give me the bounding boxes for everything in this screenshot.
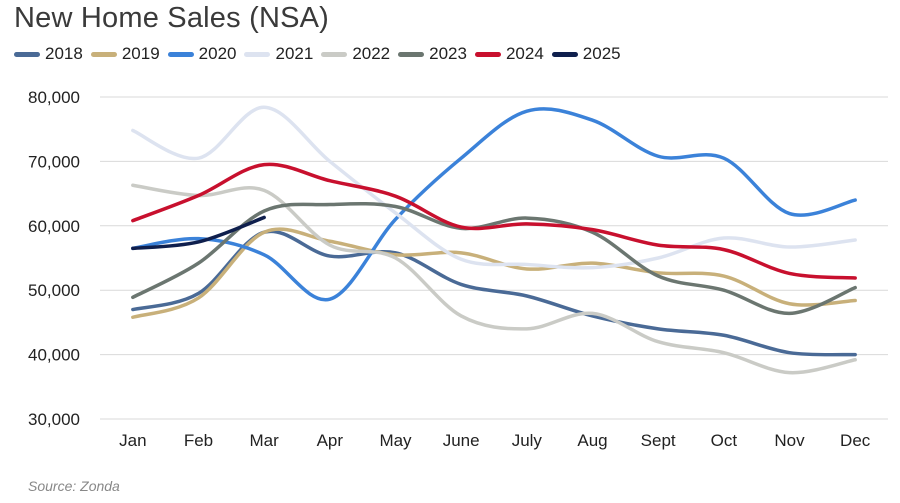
legend-item-2018: 2018 — [14, 44, 83, 64]
legend-item-2025: 2025 — [551, 44, 621, 64]
y-tick-label: 50,000 — [28, 281, 80, 300]
x-tick-label: Dec — [840, 431, 871, 450]
x-tick-label: Apr — [317, 431, 344, 450]
x-tick-label: Nov — [774, 431, 805, 450]
legend-swatch — [167, 51, 194, 57]
legend-label: 2022 — [352, 44, 391, 63]
series-line-2020 — [131, 107, 857, 302]
legend-swatch — [474, 51, 501, 57]
legend-label: 2019 — [121, 44, 160, 63]
legend-label: 2024 — [505, 44, 544, 63]
chart-legend: 2018 2019 2020 2021 2022 2023 2024 2025 — [14, 44, 629, 64]
y-tick-label: 60,000 — [28, 217, 80, 236]
x-tick-label: Aug — [577, 431, 607, 450]
series-line-2019 — [131, 227, 857, 319]
x-tick-label: May — [379, 431, 412, 450]
legend-item-2022: 2022 — [321, 44, 390, 64]
x-tick-label: June — [443, 431, 480, 450]
y-tick-label: 80,000 — [28, 88, 80, 107]
legend-swatch — [14, 51, 40, 57]
axis-labels: 30,000 40,000 50,000 60,000 70,000 80,000 Jan F… — [28, 88, 871, 450]
legend-item-2024: 2024 — [474, 44, 544, 64]
x-tick-label: Sept — [641, 431, 676, 450]
legend-swatch — [244, 51, 271, 57]
legend-label: 2025 — [582, 44, 621, 63]
chart-title: New Home Sales (NSA) — [14, 2, 330, 34]
series-lines — [131, 105, 857, 375]
legend-swatch — [551, 51, 578, 57]
legend-item-2020: 2020 — [167, 44, 237, 64]
legend-label: 2020 — [198, 44, 237, 63]
legend-swatch — [90, 51, 117, 57]
legend-swatch — [321, 51, 348, 57]
series-line-2022 — [131, 183, 857, 375]
x-tick-label: July — [512, 431, 543, 450]
series-line-2023 — [131, 201, 857, 316]
source-note: Source: Zonda — [28, 478, 120, 494]
x-tick-label: Feb — [184, 431, 213, 450]
x-tick-label: Jan — [119, 431, 146, 450]
x-tick-label: Oct — [711, 431, 738, 450]
y-tick-label: 40,000 — [28, 346, 80, 365]
legend-swatch — [398, 51, 425, 57]
legend-label: 2023 — [429, 44, 467, 63]
series-line-2025 — [131, 215, 266, 251]
x-tick-label: Mar — [250, 431, 280, 450]
legend-item-2021: 2021 — [244, 44, 313, 64]
legend-item-2019: 2019 — [90, 44, 160, 64]
series-line-2024 — [131, 162, 857, 280]
y-tick-label: 30,000 — [28, 410, 80, 429]
legend-item-2023: 2023 — [398, 44, 467, 64]
legend-label: 2018 — [45, 44, 83, 63]
y-tick-label: 70,000 — [28, 152, 80, 171]
legend-label: 2021 — [275, 44, 314, 63]
series-line-2021 — [131, 105, 857, 270]
